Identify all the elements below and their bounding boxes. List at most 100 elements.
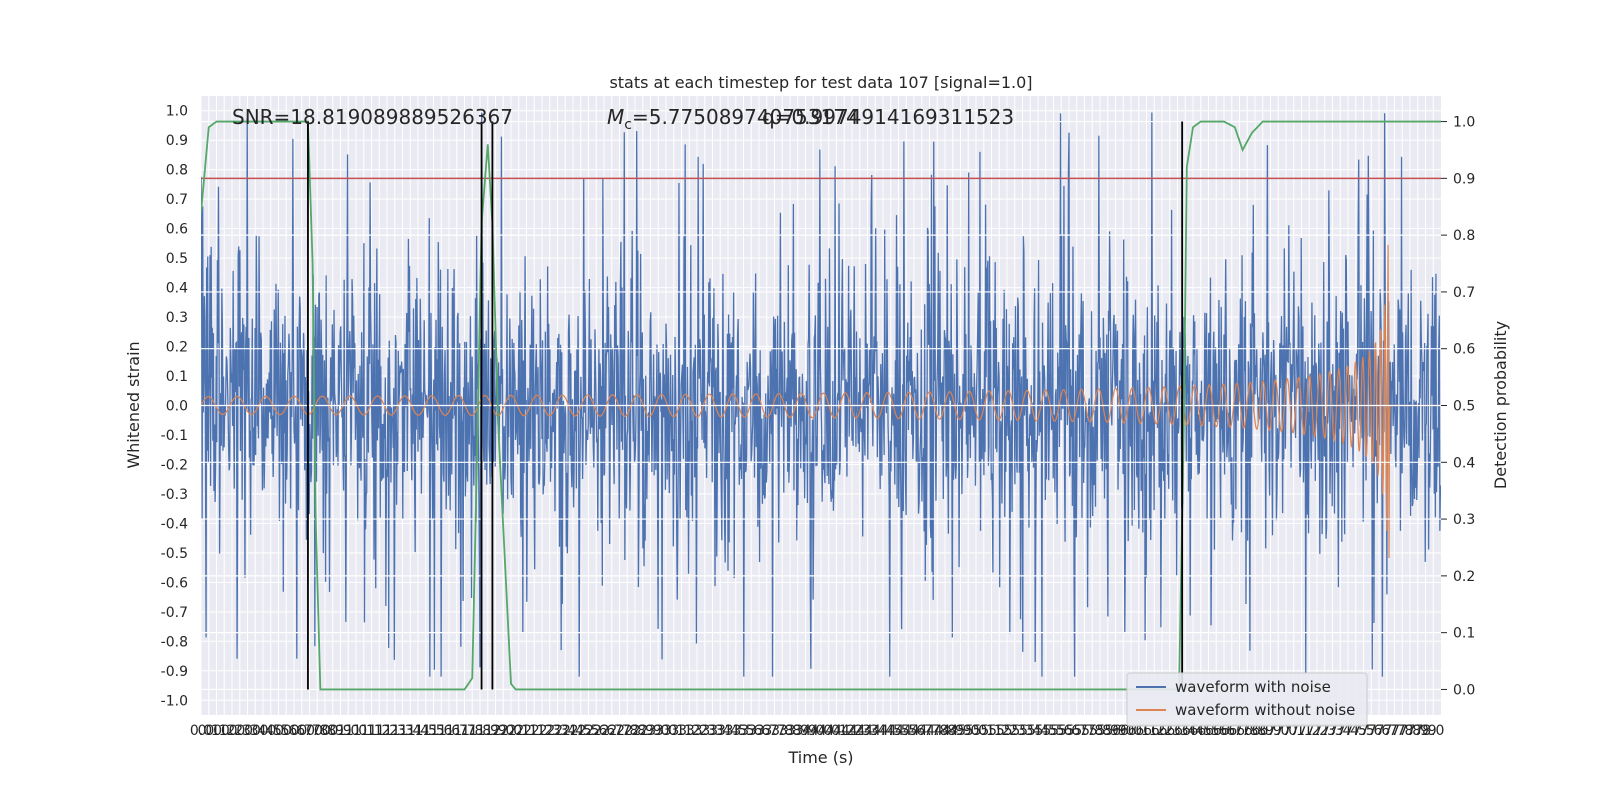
x-tick-label: 1.3 — [384, 723, 406, 739]
x-tick-label: 4.8 — [934, 723, 956, 739]
x-tick-label: 6.8 — [1236, 723, 1258, 739]
right-axis-label: Detection probability — [1491, 321, 1510, 489]
x-tick-label: 0.1 — [198, 723, 220, 739]
x-tick-label: 6.6 — [1213, 723, 1235, 739]
x-tick-label: 7.4 — [1337, 723, 1359, 739]
x-tick-label: 7.8 — [1399, 723, 1421, 739]
x-tick-label: 1.5 — [415, 723, 437, 739]
x-tick-label: 2.3 — [546, 723, 568, 739]
mc-subscript: c — [624, 117, 632, 133]
right-tick-label: 0.6 — [1453, 342, 1475, 358]
x-tick-label: 7.6 — [1368, 723, 1390, 739]
mc-symbol: M — [607, 105, 624, 129]
x-tick-label: 3.7 — [756, 723, 778, 739]
x-tick-label: 1.1 — [360, 723, 382, 739]
x-tick-label: 6.5 — [1197, 723, 1219, 739]
x-tick-label: 4.0 — [810, 723, 832, 739]
right-tick-label: 0.7 — [1453, 285, 1475, 301]
left-tick-label: 0.3 — [166, 310, 188, 326]
x-tick-label: 7.1 — [1283, 723, 1305, 739]
x-tick-label: 1.7 — [446, 723, 468, 739]
x-tick-label: 5.1 — [980, 723, 1002, 739]
x-tick-label: 2.9 — [632, 723, 654, 739]
x-tick-label: 1.0 — [345, 723, 367, 739]
left-tick-label: -1.0 — [161, 693, 188, 709]
x-tick-label: 5.5 — [1042, 723, 1064, 739]
x-tick-label: 7.9 — [1407, 723, 1429, 739]
x-tick-label: 7.9 — [1414, 723, 1436, 739]
x-tick-label: 4.8 — [926, 723, 948, 739]
x-tick-label: 0.7 — [298, 723, 320, 739]
x-tick-label: 6.8 — [1244, 723, 1266, 739]
x-tick-label: 6.7 — [1228, 723, 1250, 739]
x-tick-label: 5.0 — [957, 723, 979, 739]
legend: waveform with noise waveform without noi… — [1126, 672, 1368, 727]
x-tick-label: 0.6 — [275, 723, 297, 739]
left-axis-ticks: 1.0 0.9 0.8 0.7 0.6 0.5 0.4 0.3 0.2 0.1 0.0 -0.1 -0.… — [161, 104, 188, 710]
x-tick-label: 4.3 — [856, 723, 878, 739]
x-tick-label: 5.4 — [1019, 723, 1041, 739]
x-tick-label: 2.2 — [531, 723, 553, 739]
x-tick-label: 0.2 — [213, 723, 235, 739]
x-tick-label: 7.7 — [1383, 723, 1405, 739]
x-tick-label: 5.7 — [1073, 723, 1095, 739]
x-tick-label: 5.6 — [1050, 723, 1072, 739]
left-tick-label: -0.1 — [161, 428, 188, 444]
x-tick-label: 3.3 — [694, 723, 716, 739]
chart-title: stats at each timestep for test data 107… — [609, 73, 1032, 92]
left-tick-label: 0.4 — [166, 281, 188, 297]
x-tick-label: 0.8 — [306, 723, 328, 739]
right-tick-label: 0.2 — [1453, 569, 1475, 585]
x-tick-label: 5.3 — [1004, 723, 1026, 739]
right-tick-label: 0.9 — [1453, 171, 1475, 187]
x-tick-label: 4.5 — [880, 723, 902, 739]
x-tick-label: 4.0 — [818, 723, 840, 739]
x-tick-label: 6.4 — [1174, 723, 1196, 739]
x-tick-label: 7.2 — [1298, 723, 1320, 739]
x-tick-label: 2.7 — [601, 723, 623, 739]
x-tick-label: 5.1 — [973, 723, 995, 739]
right-tick-label: 1.0 — [1453, 115, 1475, 131]
x-tick-label: 2.4 — [562, 723, 584, 739]
x-tick-label: 3.8 — [771, 723, 793, 739]
x-tick-label: 7.2 — [1306, 723, 1328, 739]
x-tick-label: 5.9 — [1097, 723, 1119, 739]
x-tick-label: 2.1 — [523, 723, 545, 739]
left-tick-label: -0.2 — [161, 457, 188, 473]
x-tick-label: 1.8 — [461, 723, 483, 739]
x-tick-label: 0.9 — [322, 723, 344, 739]
legend-box — [1126, 672, 1368, 727]
left-tick-label: -0.6 — [161, 575, 188, 591]
left-tick-label: 0.0 — [166, 399, 188, 415]
right-axis-ticks: 1.0 0.9 0.8 0.7 0.6 0.5 0.4 0.3 0.2 0.1 0.0 — [1441, 115, 1475, 698]
x-tick-label: 2.9 — [639, 723, 661, 739]
x-tick-label: 4.7 — [918, 723, 940, 739]
x-tick-label: 0.4 — [244, 723, 266, 739]
x-tick-label: 2.1 — [515, 723, 537, 739]
x-tick-label: 5.2 — [996, 723, 1018, 739]
x-tick-label: 4.5 — [895, 723, 917, 739]
x-tick-label: 6.3 — [1159, 723, 1181, 739]
x-tick-label: 0.6 — [283, 723, 305, 739]
left-tick-label: 0.5 — [166, 251, 188, 267]
x-tick-label: 7.1 — [1290, 723, 1312, 739]
x-tick-label: 5.6 — [1058, 723, 1080, 739]
legend-label-waveform-without-noise: waveform without noise — [1175, 701, 1355, 719]
x-tick-label: 1.2 — [368, 723, 390, 739]
x-tick-label: 3.9 — [794, 723, 816, 739]
x-tick-label: 2.0 — [492, 723, 514, 739]
x-tick-label: 0.1 — [205, 723, 227, 739]
x-tick-label: 2.4 — [554, 723, 576, 739]
x-tick-label: 2.1 — [508, 723, 530, 739]
x-tick-label: 1.9 — [477, 723, 499, 739]
x-tick-label: 2.5 — [570, 723, 592, 739]
x-tick-label: 3.1 — [663, 723, 685, 739]
x-tick-label: 0.3 — [229, 723, 251, 739]
x-tick-label: 7.7 — [1376, 723, 1398, 739]
left-tick-label: -0.7 — [161, 605, 188, 621]
x-tick-label: 6.7 — [1221, 723, 1243, 739]
x-tick-label: 2.8 — [616, 723, 638, 739]
left-tick-label: 0.9 — [166, 133, 188, 149]
x-tick-label: 2.6 — [593, 723, 615, 739]
x-tick-label: 4.2 — [833, 723, 855, 739]
